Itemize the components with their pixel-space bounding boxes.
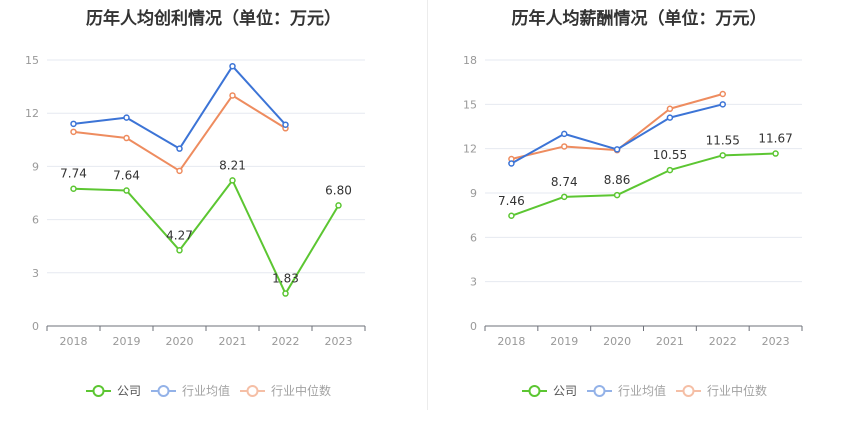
y-tick-label: 12 bbox=[25, 107, 39, 120]
chart-title: 历年人均薪酬情况（单位：万元） bbox=[511, 9, 767, 29]
series-line-company bbox=[511, 152, 776, 217]
legend-label: 行业均值 bbox=[182, 383, 230, 398]
y-tick-label: 3 bbox=[32, 267, 39, 280]
legend-marker bbox=[682, 385, 695, 397]
legend-item-company: 公司 bbox=[522, 384, 577, 398]
y-tick-label: 9 bbox=[470, 187, 477, 200]
chart-panel-salary: 历年人均薪酬情况（单位：万元） 0 3 6 9 12 15 18 2018 2019 2020 20… bbox=[428, 0, 850, 437]
legend-label: 公司 bbox=[117, 384, 141, 398]
x-tick-label: 2021 bbox=[656, 335, 684, 348]
data-label: 8.74 bbox=[551, 175, 578, 189]
x-tick-label: 2021 bbox=[219, 335, 247, 348]
y-tick-label: 12 bbox=[463, 143, 477, 156]
y-tick-label: 6 bbox=[32, 214, 39, 227]
legend-item-avg: 行业均值 bbox=[151, 383, 230, 398]
data-label: 8.21 bbox=[219, 158, 246, 172]
legend-item-median: 行业中位数 bbox=[240, 383, 331, 398]
data-label: 7.46 bbox=[498, 194, 525, 208]
salary-chart: 0 3 6 9 12 15 18 2018 2019 2020 2021 2022 2023 7.46 8.… bbox=[463, 54, 803, 398]
data-point-median bbox=[123, 134, 130, 142]
data-point-median bbox=[70, 128, 77, 136]
data-point-company bbox=[772, 150, 779, 157]
data-point-avg bbox=[176, 145, 183, 152]
y-tick-label: 3 bbox=[470, 276, 477, 289]
chart-panel-profit: 历年人均创利情况（单位：万元） 0 3 6 9 12 15 2018 2019 2020 2021… bbox=[0, 0, 427, 437]
x-tick-label: 2018 bbox=[497, 335, 525, 348]
data-point-company bbox=[508, 212, 515, 220]
data-label: 8.86 bbox=[604, 173, 631, 187]
legend-label: 公司 bbox=[553, 384, 577, 398]
x-tick-label: 2018 bbox=[60, 335, 88, 348]
data-label: 7.64 bbox=[113, 169, 140, 183]
data-point-avg bbox=[666, 114, 674, 121]
data-point-median bbox=[229, 92, 236, 99]
data-point-avg bbox=[561, 130, 568, 138]
data-point-median bbox=[666, 105, 674, 113]
legend-marker bbox=[157, 385, 170, 397]
data-point-avg bbox=[613, 146, 621, 153]
x-tick-label: 2020 bbox=[166, 335, 194, 348]
y-tick-label: 6 bbox=[470, 231, 477, 244]
y-tick-label: 0 bbox=[32, 320, 39, 333]
data-label: 6.80 bbox=[325, 183, 352, 197]
x-tick-label: 2023 bbox=[325, 335, 353, 348]
legend-label: 行业中位数 bbox=[707, 383, 767, 398]
data-point-median bbox=[719, 90, 726, 98]
x-tick-label: 2020 bbox=[603, 335, 631, 348]
y-tick-label: 9 bbox=[32, 160, 39, 173]
data-point-company bbox=[561, 193, 568, 201]
x-tick-label: 2019 bbox=[550, 335, 578, 348]
data-point-avg bbox=[282, 121, 289, 128]
data-label: 10.55 bbox=[653, 148, 687, 162]
legend-marker bbox=[528, 385, 541, 397]
data-point-company bbox=[176, 247, 183, 254]
x-tick-label: 2019 bbox=[113, 335, 141, 348]
legend-marker bbox=[92, 385, 105, 397]
x-tick-label: 2022 bbox=[272, 335, 300, 348]
data-label: 7.74 bbox=[60, 167, 87, 181]
legend-marker bbox=[593, 385, 606, 397]
data-point-company bbox=[70, 185, 77, 192]
data-label: 11.67 bbox=[758, 132, 792, 146]
legend-label: 行业均值 bbox=[618, 383, 666, 398]
data-point-avg bbox=[70, 120, 77, 128]
profit-chart: 0 3 6 9 12 15 2018 2019 2020 2021 2022 2023 7.74 7.64… bbox=[25, 54, 366, 398]
legend-item-avg: 行业均值 bbox=[587, 383, 666, 398]
data-point-company bbox=[719, 152, 726, 159]
data-point-avg bbox=[229, 62, 236, 70]
x-tick-label: 2023 bbox=[762, 335, 790, 348]
data-label: 1.83 bbox=[272, 272, 299, 286]
legend-item-median: 行业中位数 bbox=[676, 383, 767, 398]
legend-item-company: 公司 bbox=[86, 384, 141, 398]
data-point-avg bbox=[719, 101, 726, 108]
data-point-company bbox=[229, 177, 236, 184]
data-point-company bbox=[335, 202, 342, 209]
x-tick-label: 2022 bbox=[709, 335, 737, 348]
data-point-company bbox=[613, 191, 621, 199]
legend-label: 行业中位数 bbox=[271, 383, 331, 398]
y-tick-label: 15 bbox=[463, 98, 477, 111]
panel-divider bbox=[427, 0, 428, 410]
series-line-avg bbox=[510, 103, 723, 165]
data-point-avg bbox=[123, 114, 130, 121]
data-point-company bbox=[282, 290, 289, 297]
y-tick-label: 15 bbox=[25, 54, 39, 67]
legend-marker bbox=[246, 385, 259, 397]
data-point-median bbox=[176, 167, 183, 175]
data-point-avg bbox=[508, 160, 515, 167]
y-tick-label: 0 bbox=[470, 320, 477, 333]
data-label: 4.27 bbox=[166, 228, 193, 242]
chart-title: 历年人均创利情况（单位：万元） bbox=[86, 9, 341, 29]
data-point-company bbox=[123, 187, 130, 194]
data-point-median bbox=[561, 143, 568, 150]
data-label: 11.55 bbox=[706, 133, 740, 147]
data-point-company bbox=[666, 166, 674, 174]
series-line-company bbox=[73, 179, 340, 295]
series-line-median bbox=[73, 94, 287, 172]
y-tick-label: 18 bbox=[463, 54, 477, 67]
